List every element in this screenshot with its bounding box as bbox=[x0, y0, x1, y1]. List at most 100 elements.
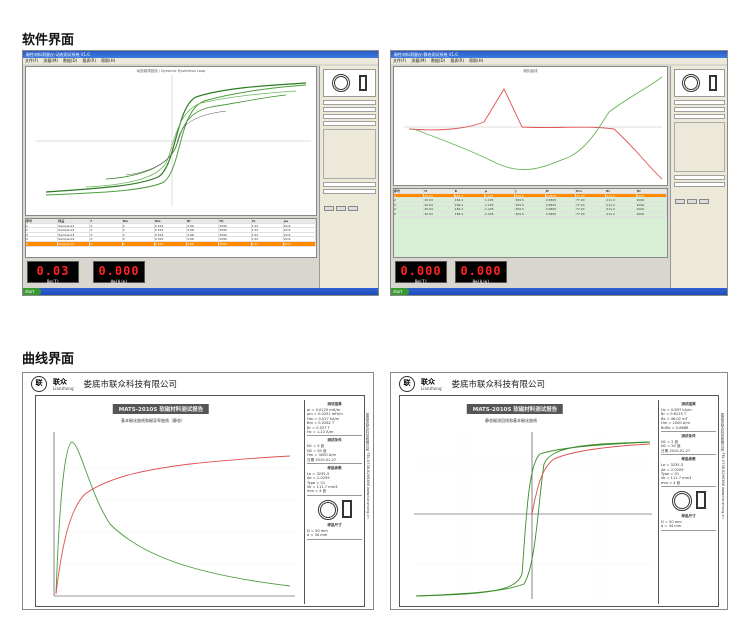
table-header-cell[interactable]: f bbox=[90, 219, 123, 223]
table-row[interactable]: 5 Sample-05 0 0 0.523 3.68 2590 1.52 20.6 bbox=[26, 241, 316, 247]
stop-button[interactable] bbox=[687, 199, 697, 204]
table-cell: 20.6 bbox=[284, 228, 316, 232]
table-cell: 2000 bbox=[637, 211, 667, 216]
menu-data[interactable]: 数据(D) bbox=[431, 58, 446, 63]
menu-measure[interactable]: 测量(M) bbox=[43, 58, 58, 63]
curve-section-title: 曲线界面 bbox=[22, 352, 75, 367]
cross-section-icon bbox=[695, 491, 706, 510]
table-cell: 20.6 bbox=[284, 223, 316, 228]
info-block: 测试条件 N1 = 5 匝 N2 = 50 匝 Hm = 3000 A/m 日期 201… bbox=[307, 438, 362, 464]
table-cell: 20.6 bbox=[284, 241, 316, 246]
param-field[interactable] bbox=[674, 114, 725, 119]
table-cell: 1.52 bbox=[252, 232, 284, 237]
table-header-cell[interactable]: Hm bbox=[155, 219, 188, 223]
menu-report[interactable]: 报表(R) bbox=[450, 58, 465, 63]
table-row[interactable]: 3 20.63 184.2 1.225 309.5 0.5805 77.20 211.2 200… bbox=[394, 202, 667, 208]
table-row[interactable]: 2 20.63 184.2 1.225 309.5 0.5805 77.20 211.2 200… bbox=[394, 198, 667, 203]
table-header-cell[interactable]: M bbox=[546, 189, 576, 193]
stop-button[interactable] bbox=[336, 206, 346, 211]
menu-file[interactable]: 文件(F) bbox=[25, 58, 39, 63]
start-button[interactable] bbox=[675, 199, 685, 204]
company-name: 娄底市联众科技有限公司 bbox=[451, 380, 545, 390]
table-cell: 20.63 bbox=[424, 202, 455, 207]
bm-led-label: Bm(T) bbox=[414, 279, 428, 284]
table-header-cell[interactable]: Hc bbox=[637, 189, 667, 193]
menu-help[interactable]: 帮助(H) bbox=[469, 58, 484, 63]
param-field[interactable] bbox=[674, 175, 725, 180]
vertical-contact-text: 娄底市联众科技有限公司 TEL:0738-8266388 www.lianzho… bbox=[721, 413, 725, 519]
param-field[interactable] bbox=[323, 182, 376, 187]
table-header-cell[interactable]: Ps bbox=[252, 219, 284, 223]
table-header-cell[interactable]: Br bbox=[606, 189, 637, 193]
ring-sample-icon bbox=[671, 491, 692, 512]
menu-help[interactable]: 帮助(H) bbox=[101, 58, 116, 63]
menu-report[interactable]: 报表(R) bbox=[82, 58, 97, 63]
software-screenshot-dynamic: 磁性材料测量仪-动态测试系统 V1.0 文件(F) 测量(M) 数据(D) 报表… bbox=[22, 50, 379, 296]
table-cell: 2000 bbox=[637, 207, 667, 211]
table-cell: 1.225 bbox=[485, 207, 516, 211]
table-header-cell[interactable]: J bbox=[515, 189, 546, 193]
param-field[interactable] bbox=[323, 107, 376, 112]
company-logo-icon: 联 bbox=[31, 376, 47, 392]
param-field[interactable] bbox=[674, 107, 725, 112]
param-field[interactable] bbox=[323, 189, 376, 194]
start-menu-button[interactable]: start bbox=[23, 288, 41, 295]
table-header-cell[interactable]: 序号 bbox=[394, 189, 425, 193]
table-row[interactable]: 1 Sample-01 0 0 0.523 3.69 2590 1.52 20.6 bbox=[26, 223, 316, 229]
table-header-cell[interactable]: H bbox=[424, 189, 455, 193]
table-cell: Sample-03 bbox=[58, 232, 91, 237]
save-button[interactable] bbox=[348, 206, 358, 211]
table-cell: Sample-02 bbox=[58, 228, 91, 232]
table-cell: 0.523 bbox=[155, 228, 188, 232]
info-line: 日期 2010-01-27 bbox=[307, 457, 337, 462]
param-field[interactable] bbox=[674, 100, 725, 105]
table-cell: 1.52 bbox=[252, 223, 284, 228]
table-cell: 0.5805 bbox=[546, 207, 576, 211]
table-cell: 77.20 bbox=[576, 198, 607, 202]
menu-file[interactable]: 文件(F) bbox=[393, 58, 407, 63]
hm-led-label: Hm(A/m) bbox=[110, 279, 128, 284]
param-field[interactable] bbox=[674, 182, 725, 187]
table-header-cell[interactable]: 样品 bbox=[58, 219, 91, 223]
report-title: MATS-2010S 软磁材料测试报告 bbox=[112, 404, 210, 414]
table-cell: 1 bbox=[26, 223, 59, 228]
table-cell: 77.20 bbox=[576, 211, 607, 216]
table-header-cell[interactable]: μa bbox=[284, 219, 316, 223]
menu-measure[interactable]: 测量(M) bbox=[411, 58, 426, 63]
table-header-cell[interactable]: Hc bbox=[219, 219, 252, 223]
info-block-title: 测试条件 bbox=[327, 438, 342, 443]
table-row[interactable]: 3 Sample-03 0 0 0.523 3.68 2590 1.52 20.6 bbox=[26, 232, 316, 238]
param-field[interactable] bbox=[323, 100, 376, 105]
table-cell: 0.5805 bbox=[546, 202, 576, 207]
save-button[interactable] bbox=[699, 199, 709, 204]
table-header-cell[interactable]: Br bbox=[187, 219, 220, 223]
info-line: Hm = 1000 A/m bbox=[661, 421, 690, 426]
info-line: Le = 3235.3 bbox=[661, 463, 684, 468]
info-block-title: 测试结果 bbox=[681, 402, 696, 406]
start-menu-button[interactable]: start bbox=[391, 288, 409, 295]
table-cell: 3.68 bbox=[187, 228, 220, 232]
table-header-cell[interactable]: Pcv bbox=[576, 189, 607, 193]
table-cell: 211.2 bbox=[606, 211, 637, 216]
brand-name-en: Lianzhong bbox=[53, 385, 74, 391]
table-row[interactable]: 1 20.63 184.2 1.225 309.5 0.5805 77.20 211.2 200… bbox=[394, 193, 667, 199]
table-cell: 20.63 bbox=[424, 211, 455, 216]
table-header-cell[interactable]: 序号 bbox=[26, 219, 59, 223]
info-block: 样品尺寸 D = 50 mm d = 34 mm bbox=[661, 514, 716, 531]
menu-data[interactable]: 数据(D) bbox=[63, 58, 78, 63]
table-header-cell[interactable]: Bm bbox=[123, 219, 155, 223]
table-row[interactable]: 5 20.63 184.2 1.225 309.5 0.5805 77.20 211.2 200… bbox=[394, 211, 667, 217]
table-row[interactable]: 4 Sample-04 0 0 0.523 3.68 2590 1.52 20.6 bbox=[26, 237, 316, 242]
info-line: μi = 0.0125 mH/m bbox=[307, 408, 341, 412]
table-header-cell[interactable]: B bbox=[455, 189, 485, 193]
param-field[interactable] bbox=[323, 121, 376, 126]
info-line: Ve = 111.7 mm3 bbox=[661, 476, 692, 481]
table-cell: 3 bbox=[26, 232, 59, 237]
table-header-cell[interactable]: μ bbox=[485, 189, 516, 193]
chart-title: 基本磁化曲线和磁导率曲线（静态） bbox=[121, 418, 185, 423]
param-field[interactable] bbox=[323, 114, 376, 119]
start-button[interactable] bbox=[324, 206, 334, 211]
table-row[interactable]: 2 Sample-02 0 0 0.523 3.68 2590 1.52 20.6 bbox=[26, 228, 316, 233]
table-row[interactable]: 4 20.63 184.2 1.225 309.5 0.5805 77.20 211.2 200… bbox=[394, 207, 667, 212]
